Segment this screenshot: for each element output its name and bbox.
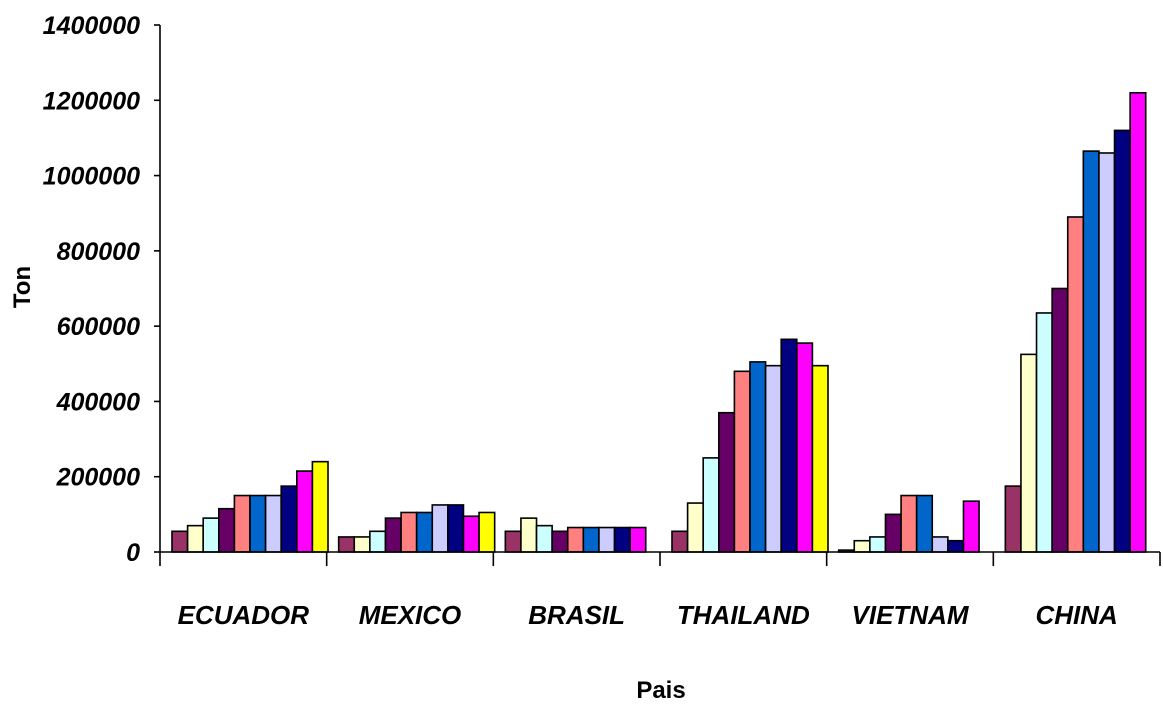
bar-brasil-9: [629, 526, 647, 553]
bar-ecuador-2: [186, 524, 205, 553]
bar-thailand-10: [811, 364, 829, 553]
bar-thailand-1: [671, 530, 689, 553]
bar-ecuador-10: [311, 460, 329, 553]
bar-ecuador-7: [264, 494, 283, 553]
bar-vietnam-8: [947, 539, 965, 553]
y-tick-label: 800000: [57, 238, 141, 266]
y-tick-label: 0: [126, 539, 140, 567]
bar-thailand-2: [686, 502, 704, 553]
y-tick-label: 200000: [56, 464, 141, 492]
bar-china-1: [1004, 485, 1022, 553]
bar-vietnam-7: [931, 536, 949, 553]
x-category-label: VIETNAM: [852, 600, 970, 630]
bar-vietnam-3: [869, 536, 887, 553]
bar-mexico-2: [353, 536, 371, 553]
bar-mexico-6: [415, 511, 434, 553]
bar-ecuador-4: [218, 507, 236, 553]
bar-vietnam-5: [900, 494, 918, 553]
bar-mexico-5: [400, 511, 418, 553]
x-axis-title: Pais: [636, 677, 685, 704]
bar-china-3: [1035, 312, 1053, 553]
y-axis-title: Ton: [9, 266, 36, 308]
bar-china-4: [1051, 287, 1069, 553]
y-tick-label: 600000: [57, 313, 141, 341]
bars-group: [171, 91, 1147, 553]
bar-brasil-6: [582, 526, 600, 553]
bar-mexico-1: [337, 536, 356, 553]
bar-china-8: [1113, 129, 1131, 553]
bar-brasil-8: [613, 526, 631, 553]
bar-vietnam-4: [884, 513, 902, 553]
y-tick-label: 400000: [56, 388, 141, 416]
bar-thailand-4: [717, 411, 736, 553]
bar-brasil-2: [520, 517, 538, 553]
bar-thailand-5: [733, 370, 751, 553]
bar-brasil-3: [535, 524, 553, 553]
bar-ecuador-1: [171, 530, 189, 553]
y-tick-labels: 0 200000 400000 600000 800000 1000000 1200000 1…: [43, 12, 160, 567]
bar-brasil-4: [551, 530, 569, 553]
bar-mexico-8: [447, 504, 465, 553]
x-category-label: THAILAND: [677, 600, 810, 630]
bar-china-7: [1098, 152, 1116, 553]
x-category-label: CHINA: [1035, 600, 1117, 630]
bar-china-2: [1020, 353, 1038, 553]
bar-brasil-1: [504, 530, 522, 553]
bar-ecuador-9: [295, 470, 314, 553]
y-tick-label: 1200000: [43, 87, 140, 115]
x-category-label: BRASIL: [528, 600, 625, 630]
y-tick-label: 1400000: [43, 12, 140, 40]
bar-brasil-5: [566, 526, 585, 553]
x-category-label: ECUADOR: [178, 600, 310, 630]
bar-mexico-7: [431, 504, 449, 553]
bar-china-9: [1129, 91, 1147, 553]
bar-vietnam-2: [853, 539, 871, 553]
bar-mexico-4: [384, 517, 402, 553]
bar-thailand-9: [795, 342, 814, 553]
bar-vietnam-9: [962, 500, 980, 553]
bar-thailand-3: [702, 457, 720, 553]
x-category-labels: ECUADOR MEXICO BRASIL THAILAND VIETNAM CHINA: [159, 552, 1161, 630]
bar-thailand-8: [780, 338, 798, 553]
bar-ecuador-5: [233, 494, 251, 553]
bar-mexico-3: [369, 530, 387, 553]
bar-thailand-7: [764, 364, 782, 553]
bar-ecuador-6: [249, 494, 267, 553]
bar-vietnam-6: [915, 494, 934, 553]
x-category-label: MEXICO: [359, 600, 462, 630]
bar-mexico-9: [462, 515, 480, 553]
bar-ecuador-3: [202, 517, 220, 553]
bar-china-5: [1066, 216, 1085, 553]
bar-thailand-6: [749, 361, 767, 553]
bar-china-6: [1082, 150, 1100, 553]
y-tick-label: 1000000: [43, 163, 140, 191]
bar-brasil-7: [598, 526, 616, 553]
bar-mexico-10: [478, 511, 496, 553]
bar-ecuador-8: [280, 485, 298, 553]
